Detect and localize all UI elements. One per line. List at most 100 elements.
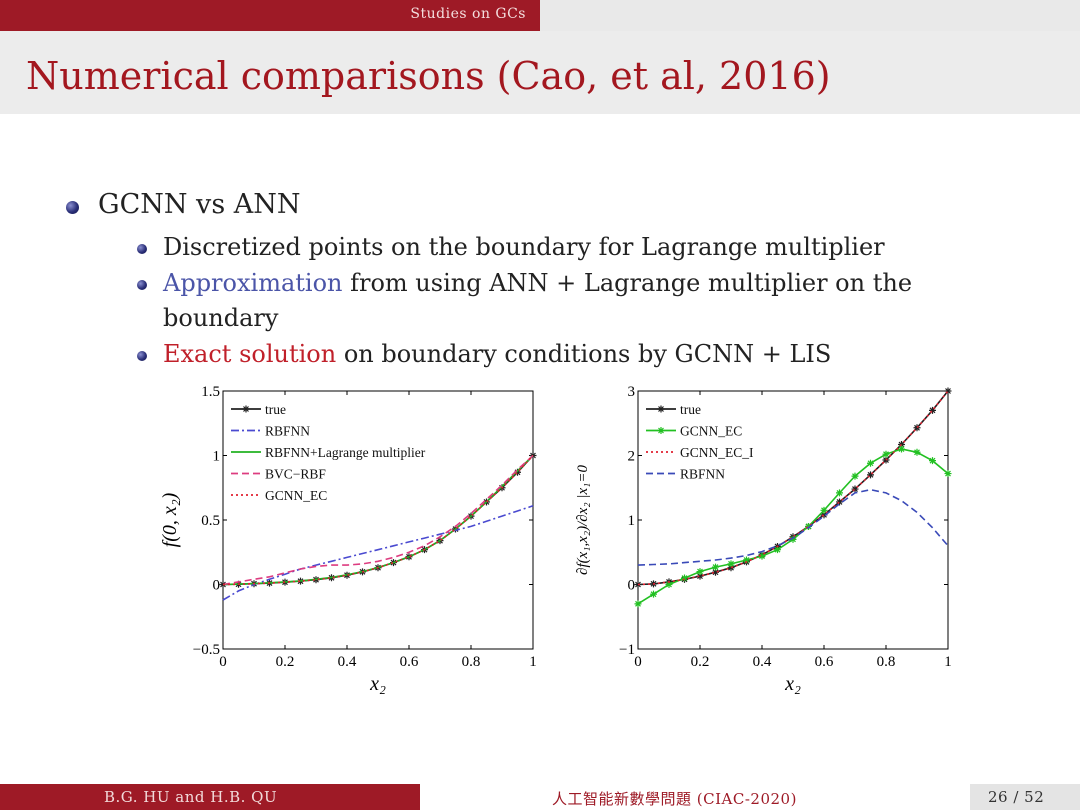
y-tick-label: 3 (628, 384, 636, 400)
sub-bullet-discretized: Discretized points on the boundary for L… (163, 233, 885, 261)
legend-entry: RBFNN (680, 467, 725, 482)
data-point-marker (929, 457, 936, 465)
y-tick-label: 0.5 (201, 513, 220, 529)
y-tick-label: 1 (213, 449, 221, 465)
y-tick-label: −1 (619, 642, 635, 658)
legend-entry: true (680, 402, 701, 417)
data-point-marker (882, 450, 890, 458)
legend-marker (657, 427, 665, 434)
x-tick-label: 0.2 (276, 654, 295, 670)
data-point-marker (929, 406, 936, 414)
exact-solution-highlight: Exact solution (163, 340, 337, 368)
footer-page-number: 26 / 52 (988, 788, 1045, 806)
x-tick-label: 0.4 (338, 654, 357, 670)
data-point-marker (712, 568, 719, 576)
footer: B.G. HU and H.B. QU 人工智能新數學問題 (CIAC-2020… (0, 784, 1080, 810)
data-point-marker (851, 485, 859, 493)
series-line (222, 505, 534, 601)
sub-bullet-exact-solution: Exact solution on boundary conditions by… (163, 340, 831, 368)
approximation-text: from using ANN + Lagrange multiplier on … (342, 269, 913, 297)
data-point-marker (696, 572, 704, 580)
data-point-marker (944, 470, 952, 478)
legend-entry: GCNN_EC_I (680, 445, 754, 460)
y-axis-label: f(0, x₂) (159, 492, 181, 547)
data-point-marker (867, 459, 874, 467)
legend-entry: GCNN_EC (680, 424, 742, 439)
data-point-marker (789, 535, 797, 543)
footer-event-box: 人工智能新數學問題 (CIAC-2020) (420, 784, 970, 810)
data-point-marker (634, 600, 642, 608)
section-title: Studies on GCs (410, 6, 526, 22)
exact-solution-text: on boundary conditions by GCNN + LIS (336, 340, 832, 368)
chart-derivative: 0 0.2 0.4 0.6 0.8 1−10123trueGCNN_ECGCNN_EC_I… (575, 384, 952, 695)
title-bar: Numerical comparisons (Cao, et al, 2016) (0, 31, 1080, 114)
x-axis-label: x₂ (784, 673, 801, 695)
data-point-marker (650, 590, 657, 598)
data-point-marker (944, 387, 952, 395)
data-point-marker (727, 564, 735, 572)
series-line (637, 488, 949, 566)
x-tick-label: 1 (944, 654, 952, 670)
data-point-marker (805, 522, 812, 530)
top-bar-left: Studies on GCs (0, 0, 540, 31)
y-tick-label: 0 (213, 578, 221, 594)
plot-frame (637, 390, 949, 650)
data-point-marker (820, 511, 828, 519)
data-point-marker (851, 472, 859, 480)
x-tick-label: 0.4 (753, 654, 772, 670)
data-point-marker (696, 568, 704, 576)
legend-entry: BVC−RBF (265, 467, 326, 482)
data-point-marker (820, 506, 828, 514)
footer-event: 人工智能新數學問題 (CIAC-2020) (552, 790, 797, 808)
y-tick-label: 2 (628, 449, 636, 465)
x-tick-label: 0 (634, 654, 642, 670)
plot-frame (222, 390, 534, 650)
data-point-marker (727, 560, 735, 568)
data-point-marker (774, 546, 781, 554)
approximation-highlight: Approximation (163, 269, 343, 297)
y-tick-label: 1.5 (201, 384, 220, 400)
data-point-marker (836, 489, 843, 497)
x-tick-label: 0.6 (815, 654, 834, 670)
bullet-marker (66, 201, 79, 214)
x-tick-label: 0.8 (462, 654, 481, 670)
data-point-marker (836, 498, 843, 506)
y-axis-label: ∂f(x₁,x₂)/∂x₂ |x₁=0 (575, 465, 591, 575)
y-tick-label: −0.5 (193, 642, 220, 658)
legend-marker (657, 405, 665, 413)
top-bar-right (540, 0, 1080, 31)
sub-bullet-approximation: Approximation from using ANN + Lagrange … (163, 269, 912, 297)
series-line (222, 454, 534, 586)
approximation-text-line2: boundary (163, 304, 279, 332)
data-point-marker (514, 468, 521, 476)
sub-bullet-marker (137, 280, 147, 290)
legend-entry: RBFNN+Lagrange multiplier (265, 445, 426, 460)
y-tick-label: 0 (628, 578, 636, 594)
top-bar: Studies on GCs (0, 0, 1080, 31)
series-line (222, 454, 534, 586)
sub-bullet-marker (137, 244, 147, 254)
legend-entry: GCNN_EC (265, 488, 327, 503)
x-tick-label: 0.6 (400, 654, 419, 670)
x-axis-label: x₂ (369, 673, 386, 695)
slide-title: Numerical comparisons (Cao, et al, 2016) (26, 54, 831, 98)
data-point-marker (665, 581, 673, 588)
sub-bullet-marker (137, 351, 147, 361)
chart-f-of-x2: 0 0.2 0.4 0.6 0.8 1−0.500.511.5trueRBFNNRBFNN… (159, 384, 537, 695)
y-tick-label: 1 (628, 513, 636, 529)
data-point-marker (913, 448, 921, 456)
x-tick-label: 0.8 (877, 654, 896, 670)
x-tick-label: 1 (529, 654, 537, 670)
data-point-marker (712, 563, 719, 571)
data-point-marker (913, 424, 921, 432)
data-point-marker (867, 471, 874, 479)
footer-authors-box: B.G. HU and H.B. QU (0, 784, 420, 810)
data-point-marker (681, 574, 688, 582)
legend-entry: RBFNN (265, 424, 310, 439)
footer-page-box: 26 / 52 (970, 784, 1080, 810)
x-tick-label: 0.2 (691, 654, 710, 670)
legend-marker (242, 405, 250, 413)
data-point-marker (898, 445, 905, 453)
data-point-marker (758, 552, 766, 560)
x-tick-label: 0 (219, 654, 227, 670)
